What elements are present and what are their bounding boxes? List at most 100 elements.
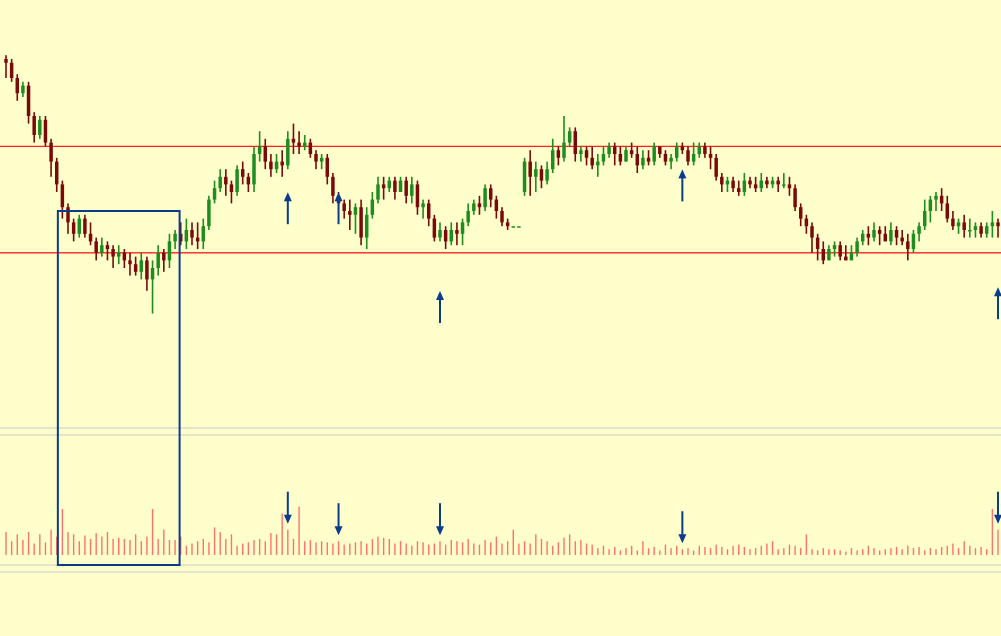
candle-body-up	[184, 230, 189, 242]
candle-body-up	[742, 180, 747, 192]
candle-body-down	[618, 154, 623, 162]
candle-body-down	[432, 218, 437, 238]
candle-body-up	[21, 85, 25, 94]
up-arrow-head-icon	[436, 291, 444, 300]
candle-body-down	[844, 256, 848, 261]
candle-body-down	[269, 161, 273, 170]
volume-pane	[5, 506, 999, 555]
candle-body-up	[449, 230, 454, 242]
candle-body-up	[252, 154, 256, 185]
candle-body-up	[100, 245, 104, 253]
candle-body-down	[426, 203, 431, 219]
candle-body-up	[207, 199, 211, 227]
candle-body-up	[116, 252, 121, 257]
candle-body-up	[534, 169, 538, 177]
candle-body-down	[229, 184, 234, 192]
candle-body-down	[646, 157, 651, 162]
candle-body-down	[162, 252, 166, 261]
candle-body-down	[883, 233, 888, 242]
candle-body-up	[691, 154, 696, 162]
candle-body-down	[195, 237, 200, 242]
down-arrow-head-icon	[994, 514, 1001, 524]
candle-body-up	[601, 154, 606, 162]
candle-body-down	[714, 157, 718, 177]
down-arrow-head-icon	[334, 526, 343, 536]
candle-body-up	[770, 180, 775, 185]
candle-body-down	[477, 203, 482, 208]
candle-body-up	[286, 138, 290, 166]
candle-body-down	[455, 230, 459, 234]
candle-body-down	[877, 230, 882, 234]
candle-body-down	[128, 260, 132, 265]
candle-body-down	[54, 161, 59, 185]
candle-body-down	[900, 237, 904, 242]
candle-body-up	[911, 233, 916, 249]
candle-body-down	[94, 241, 98, 253]
candle-body-up	[522, 161, 527, 192]
candle-body-down	[404, 180, 408, 196]
candle-body-down	[810, 226, 814, 238]
candle-body-down	[83, 218, 87, 234]
candle-body-down	[731, 180, 735, 189]
down-arrow-head-icon	[283, 514, 292, 524]
candle-body-up	[827, 249, 831, 261]
candle-body-up	[274, 161, 279, 170]
candle-body-down	[122, 252, 127, 261]
candle-body-down	[804, 218, 809, 227]
candle-body-up	[984, 226, 989, 234]
candle-body-down	[9, 62, 14, 78]
candle-body-down	[979, 226, 983, 234]
candle-body-up	[550, 150, 555, 170]
candle-body-down	[573, 131, 578, 154]
candle-body-down	[224, 176, 228, 185]
candle-body-down	[815, 237, 820, 249]
candle-body-down	[612, 146, 617, 154]
candle-body-up	[860, 233, 865, 242]
candle-body-down	[71, 222, 76, 234]
candle-body-down	[325, 157, 330, 177]
candle-body-up	[928, 199, 933, 211]
candle-body-up	[353, 207, 358, 215]
candle-body-down	[720, 176, 724, 185]
candle-body-up	[376, 184, 380, 200]
candle-body-down	[32, 116, 36, 135]
candle-body-down	[500, 211, 504, 223]
candle-body-up	[669, 157, 673, 162]
candle-body-up	[38, 119, 42, 135]
candle-body-up	[956, 222, 961, 227]
candle-body-down	[708, 154, 713, 158]
candle-body-down	[331, 176, 335, 196]
candle-body-down	[291, 138, 296, 143]
candle-body-up	[466, 211, 470, 223]
candle-body-down	[939, 195, 944, 204]
candle-body-down	[342, 203, 346, 211]
candle-body-up	[156, 252, 160, 268]
candle-body-down	[263, 146, 268, 162]
candle-body-down	[528, 161, 532, 177]
up-arrow-head-icon	[678, 169, 687, 179]
candle-body-up	[889, 230, 893, 242]
annotations	[56, 169, 1001, 566]
candle-body-down	[798, 207, 803, 219]
candle-body-down	[88, 233, 93, 242]
candle-body-down	[584, 150, 589, 158]
candle-body-down	[793, 188, 797, 208]
candle-body-down	[133, 264, 138, 272]
candle-body-up	[302, 142, 307, 147]
candle-body-down	[381, 184, 386, 189]
candle-body-down	[556, 150, 561, 158]
candle-body-down	[838, 245, 842, 257]
candle-body-up	[77, 218, 82, 234]
candle-body-down	[787, 184, 792, 189]
candle-body-down	[4, 59, 8, 63]
candle-body-up	[139, 260, 144, 272]
candle-body-up	[421, 203, 425, 208]
candle-body-down	[240, 169, 245, 177]
candle-body-up	[218, 176, 222, 189]
candle-body-up	[990, 222, 995, 227]
candle-body-up	[562, 142, 566, 158]
candle-body-up	[387, 180, 392, 189]
candle-body-down	[821, 249, 826, 261]
